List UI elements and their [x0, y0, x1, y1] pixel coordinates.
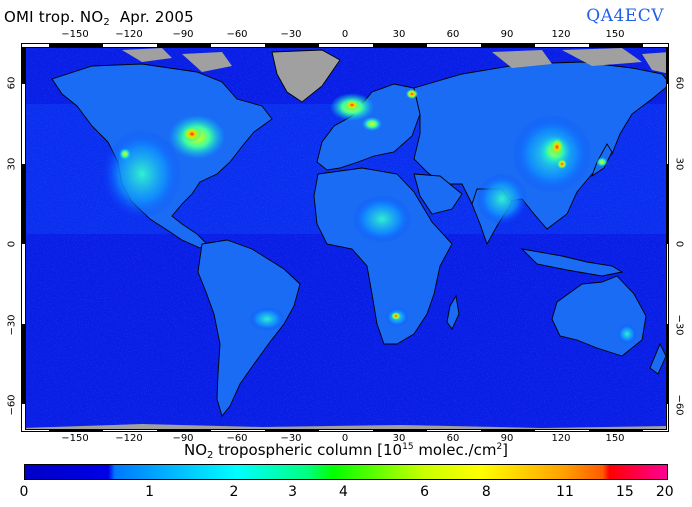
latitude-tick-label: 30	[6, 157, 18, 171]
colorbar-tick-label: 1	[145, 484, 155, 500]
longitude-tick-label: 150	[605, 433, 625, 444]
title-text: OMI trop. NO	[4, 8, 104, 26]
longitude-tick-label: −60	[226, 433, 248, 444]
tick-strips	[22, 44, 668, 431]
longitude-tick-label: 150	[605, 29, 625, 40]
brand-logo: QA4ECV	[586, 6, 664, 26]
nodata-patches	[122, 48, 668, 74]
title-date: Apr. 2005	[109, 8, 194, 26]
latitude-tick-label: −30	[6, 314, 18, 336]
cb-label-no: NO	[183, 441, 207, 459]
longitude-tick-label: 120	[551, 29, 571, 40]
longitude-tick-label: −30	[280, 433, 302, 444]
longitude-tick-label: −60	[226, 29, 248, 40]
cb-label-exp2: 2	[496, 442, 503, 452]
longitude-tick-label: 30	[392, 29, 406, 40]
longitude-tick-label: 60	[446, 29, 460, 40]
world-map-svg	[22, 44, 668, 431]
cb-label-mid: tropospheric column [10	[213, 441, 403, 459]
longitude-tick-label: 90	[500, 29, 514, 40]
colorbar	[24, 464, 668, 480]
colorbar-tick-label: 3	[288, 484, 298, 500]
indonesia	[520, 248, 624, 277]
no2-hotspots	[102, 89, 637, 344]
africa	[313, 167, 453, 345]
greenland	[271, 49, 341, 103]
colorbar-tick-label: 0	[19, 484, 29, 500]
longitude-tick-label: −90	[172, 29, 194, 40]
colorbar-tick-label: 11	[556, 484, 574, 500]
latitude-tick-label: −60	[6, 394, 18, 416]
longitude-tick-label: 0	[341, 433, 349, 444]
cb-label-units: molec./cm	[413, 441, 497, 459]
longitude-tick-label: −150	[61, 433, 89, 444]
latitude-tick-label: −60	[673, 394, 685, 416]
south-america	[197, 239, 301, 417]
latitude-tick-label: −30	[673, 314, 685, 336]
longitude-tick-label: 90	[500, 433, 514, 444]
longitude-tick-label: −90	[172, 433, 194, 444]
longitude-tick-label: −120	[115, 433, 143, 444]
latitude-tick-label: 0	[6, 241, 18, 248]
longitude-tick-label: 0	[341, 29, 349, 40]
madagascar	[446, 294, 460, 330]
longitude-tick-label: −120	[115, 29, 143, 40]
new-zealand	[649, 342, 667, 375]
arabia	[413, 173, 463, 215]
longitude-tick-label: 120	[551, 433, 571, 444]
latitude-tick-label: 30	[673, 157, 685, 171]
cb-label-end: ]	[502, 441, 509, 459]
title-subscript: 2	[103, 17, 110, 28]
cb-label-exp: 15	[402, 442, 414, 452]
colorbar-tick-label: 20	[655, 484, 674, 500]
latitude-tick-label: 0	[673, 241, 685, 248]
map-title: OMI trop. NO2 Apr. 2005	[4, 8, 194, 28]
longitude-tick-label: 30	[392, 433, 406, 444]
colorbar-tick-label: 8	[481, 484, 491, 500]
longitude-tick-label: −30	[280, 29, 302, 40]
colorbar-title: NO2 tropospheric column [1015 molec./cm2…	[0, 441, 692, 461]
colorbar-tick-label: 6	[420, 484, 430, 500]
longitude-tick-label: −150	[61, 29, 89, 40]
colorbar-tick-label: 4	[338, 484, 348, 500]
longitude-tick-label: 60	[446, 433, 460, 444]
no2-map	[21, 43, 669, 432]
colorbar-tick-label: 15	[615, 484, 634, 500]
cb-label-sub: 2	[207, 450, 214, 461]
latitude-tick-label: 60	[673, 76, 685, 90]
latitude-tick-label: 60	[6, 76, 18, 90]
colorbar-tick-label: 2	[229, 484, 239, 500]
